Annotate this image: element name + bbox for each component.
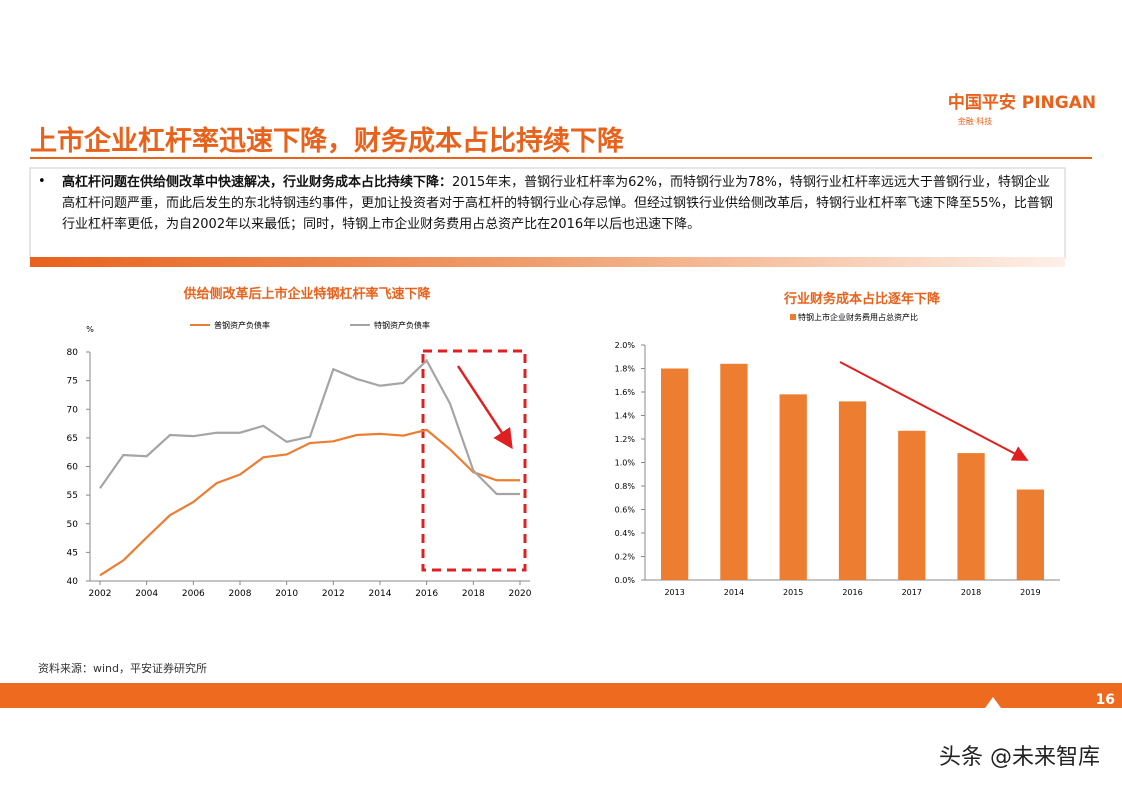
footer-band [0, 683, 1122, 708]
y-tick-label: 75 [67, 377, 78, 387]
y-tick-label: 0.4% [615, 529, 636, 538]
y-tick-label: 40 [67, 577, 79, 587]
chart-title: 行业财务成本占比逐年下降 [783, 291, 941, 307]
x-tick-label: 2019 [1020, 588, 1040, 597]
summary-body: 2015年末，普钢行业杠杆率为62%，而特钢行业为78%，特钢行业杠杆率远远大于… [62, 175, 1053, 232]
series-line [99, 358, 520, 496]
y-tick-label: 65 [67, 434, 78, 444]
x-tick-label: 2010 [275, 589, 298, 599]
series-line [99, 428, 520, 577]
legend-label: 特钢上市企业财务费用占总资产比 [798, 312, 918, 322]
y-tick-label: 50 [67, 520, 79, 530]
y-tick-label: 80 [67, 348, 79, 358]
x-tick-label: 2002 [89, 589, 112, 599]
x-tick-label: 2014 [369, 589, 392, 599]
footer-mark [985, 697, 1001, 708]
x-tick-label: 2018 [961, 588, 981, 597]
y-tick-label: 1.2% [615, 435, 636, 444]
x-tick-label: 2013 [664, 588, 684, 597]
watermark: 头条 @未来智库 [939, 745, 1100, 770]
bullet: • [38, 174, 46, 189]
slide-title: 上市企业杠杆率迅速下降，财务成本占比持续下降 [30, 125, 625, 157]
summary-text: 高杠杆问题在供给侧改革中快速解决，行业财务成本占比持续下降：2015年末，普钢行… [62, 172, 1062, 235]
summary-bar [30, 257, 1065, 267]
logo-sub: 金融·科技 [958, 116, 993, 126]
y-tick-label: 0.6% [615, 506, 636, 515]
x-tick-label: 2020 [509, 589, 532, 599]
bar [1016, 489, 1044, 580]
bar [661, 368, 689, 580]
bar [898, 430, 926, 580]
trend-arrow [456, 365, 513, 450]
x-tick-label: 2012 [322, 589, 345, 599]
x-tick-label: 2006 [182, 589, 205, 599]
x-tick-label: 2015 [783, 588, 803, 597]
y-tick-label: 60 [67, 463, 79, 473]
source-note: 资料来源：wind，平安证券研究所 [38, 661, 207, 675]
bar [720, 363, 748, 580]
y-tick-label: 2.0% [615, 341, 636, 350]
x-tick-label: 2004 [135, 589, 158, 599]
summary-lead: 高杠杆问题在供给侧改革中快速解决，行业财务成本占比持续下降： [62, 175, 453, 190]
legend-swatch [790, 314, 796, 320]
x-tick-label: 2016 [842, 588, 862, 597]
legend-label: 普钢资产负债率 [214, 320, 270, 330]
x-tick-label: 2008 [229, 589, 252, 599]
chart-title: 供给侧改革后上市企业特钢杠杆率飞速下降 [182, 286, 431, 302]
bar [779, 394, 807, 580]
y-tick-label: 55 [67, 491, 78, 501]
y-tick-label: 45 [67, 548, 78, 558]
highlight-box [421, 349, 527, 572]
summary-text-box: 高杠杆问题在供给侧改革中快速解决，行业财务成本占比持续下降：2015年末，普钢行… [62, 172, 1062, 235]
bar [957, 453, 985, 580]
x-tick-label: 2016 [415, 589, 438, 599]
y-tick-label: 1.0% [615, 459, 636, 468]
x-tick-label: 2017 [902, 588, 922, 597]
y-tick-label: 1.4% [615, 412, 636, 421]
x-tick-label: 2018 [462, 589, 485, 599]
trend-arrow [839, 361, 1029, 461]
bar [838, 401, 867, 580]
y-tick-label: 0.8% [615, 482, 636, 491]
y-tick-label: 70 [67, 405, 79, 415]
y-tick-label: 0.0% [615, 576, 636, 585]
y-unit: % [86, 325, 94, 334]
y-tick-label: 0.2% [615, 553, 636, 562]
y-tick-label: 1.8% [615, 365, 636, 374]
y-tick-label: 1.6% [615, 388, 636, 397]
x-tick-label: 2014 [724, 588, 744, 597]
legend-label: 特钢资产负债率 [374, 320, 430, 330]
logo: 中国平安 PINGAN [948, 92, 1096, 113]
page-number: 16 [1096, 692, 1115, 708]
